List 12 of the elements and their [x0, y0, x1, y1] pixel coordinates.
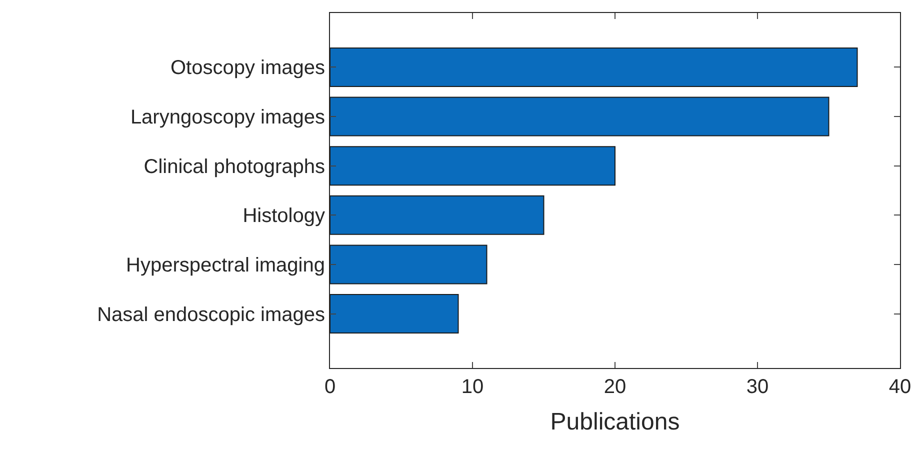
- x-tick-label: 20: [604, 376, 626, 398]
- y-tick-label: Nasal endoscopic images: [97, 304, 325, 326]
- y-tick-label: Hyperspectral imaging: [126, 254, 325, 276]
- x-tick-label: 10: [461, 376, 484, 398]
- x-axis-title: Publications: [550, 408, 680, 436]
- x-tick-label: 0: [324, 376, 336, 398]
- x-tick-label: 40: [888, 376, 912, 398]
- y-tick-label: Clinical photographs: [144, 156, 325, 178]
- x-tick-label: 30: [746, 376, 769, 398]
- y-tick-label: Histology: [242, 205, 325, 228]
- y-tick-label: Laryngoscopy images: [130, 106, 325, 129]
- y-tick-label: Otoscopy images: [170, 57, 325, 80]
